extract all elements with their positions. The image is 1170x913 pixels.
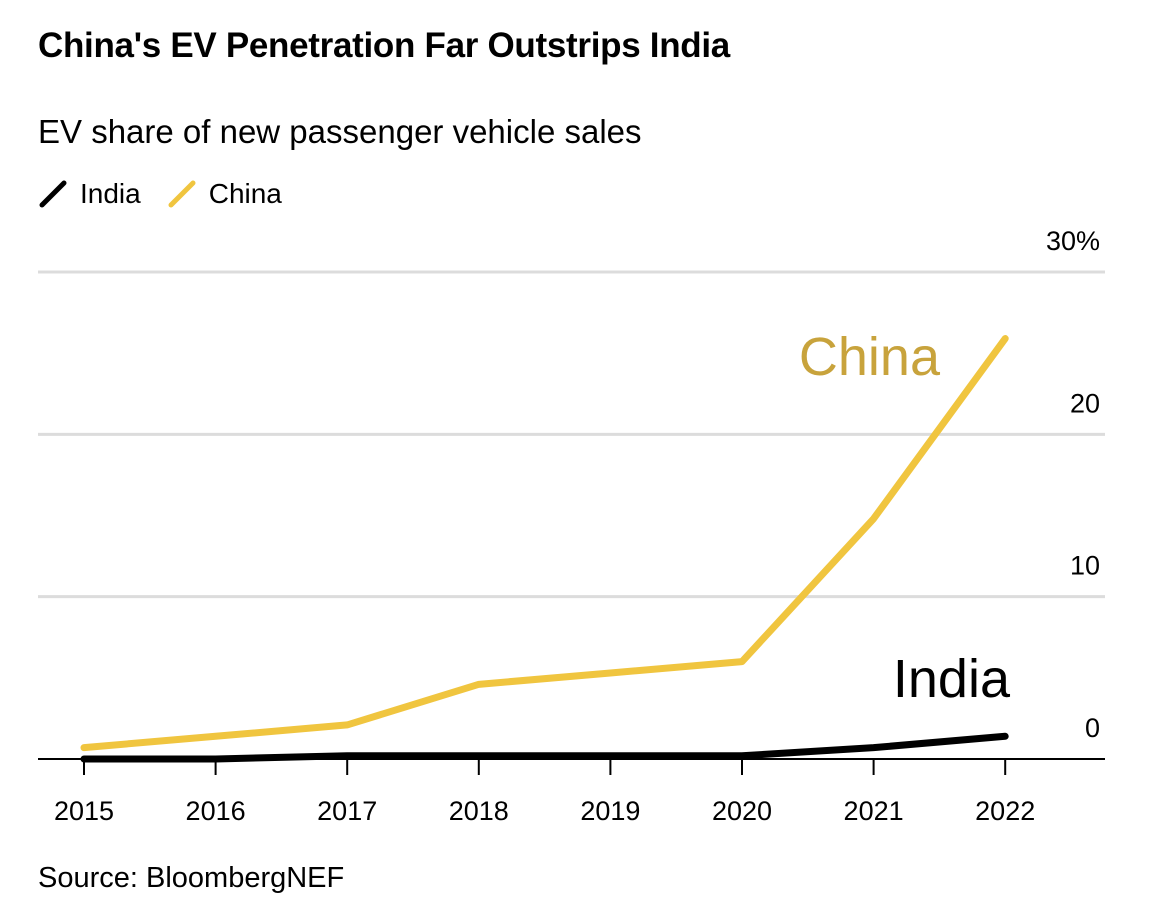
x-tick-label: 2015 [54, 796, 114, 826]
y-tick-label: 10 [1070, 551, 1100, 581]
series-label-india: India [893, 649, 1011, 709]
y-tick-label: 20 [1070, 388, 1100, 418]
legend-item-india: India [38, 178, 141, 210]
series-line-india [80, 732, 1009, 763]
legend-swatch-india-icon [39, 180, 67, 208]
x-tick-label: 2016 [186, 796, 246, 826]
chart-subtitle: EV share of new passenger vehicle sales [38, 113, 642, 150]
legend-label-india: India [80, 178, 141, 209]
x-tick-label: 2017 [317, 796, 377, 826]
chart-title: China's EV Penetration Far Outstrips Ind… [38, 26, 730, 65]
series-line-china [80, 335, 1009, 752]
x-tick-label: 2022 [975, 796, 1035, 826]
series-label-china: China [799, 327, 941, 387]
x-tick-label: 2018 [449, 796, 509, 826]
x-tick-label: 2020 [712, 796, 772, 826]
legend-swatch-china-icon [168, 180, 196, 208]
x-tick-label: 2021 [844, 796, 904, 826]
y-tick-label: 30% [1046, 226, 1100, 256]
legend-label-china: China [208, 178, 282, 209]
source-note: Source: BloombergNEF [38, 862, 345, 894]
x-tick-label: 2019 [580, 796, 640, 826]
legend-item-china: China [167, 178, 282, 210]
legend: India China [38, 178, 308, 210]
y-tick-label: 0 [1085, 713, 1100, 743]
